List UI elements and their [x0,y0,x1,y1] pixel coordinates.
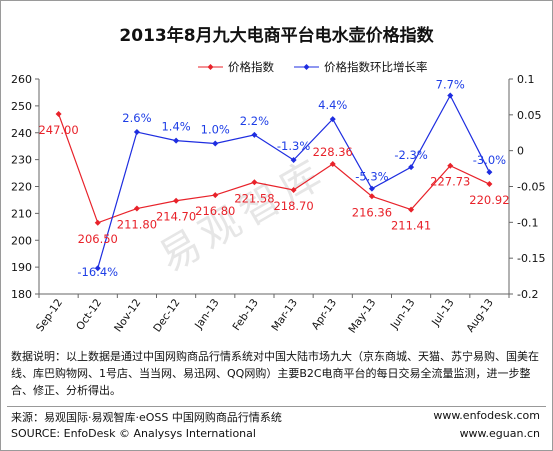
x-tick-label: Jun-13 [388,297,418,332]
data-label-index: 216.80 [195,204,235,218]
data-label-index: 228.36 [313,145,353,159]
data-label-index: 206.50 [78,232,118,246]
data-label-index: 220.92 [469,193,509,207]
chart-legend: 价格指数 价格指数环比增长率 [198,60,428,74]
data-point-index [447,162,454,169]
data-point-index [173,197,180,204]
data-point-index [212,192,219,199]
data-label-index: 211.41 [391,219,431,233]
y-right-tick-label: 0 [517,145,524,158]
y-left-tick-label: 180 [11,288,32,301]
x-tick-label: Jul-13 [429,297,457,329]
x-tick-label: Apr-13 [309,297,339,332]
data-point-growth [94,265,101,272]
x-tick-label: May-13 [346,297,378,336]
legend-label-growth: 价格指数环比增长率 [324,60,428,74]
data-label-growth: -16.4% [77,265,118,279]
x-tick-label: Jan-13 [192,297,222,332]
x-tick-label: Oct-12 [74,297,104,333]
data-label-growth: -1.3% [277,139,310,153]
y-right-tick-label: -0.15 [517,252,545,265]
y-left-tick-label: 230 [11,154,32,167]
data-point-index [329,161,336,168]
x-tick-label: Mar-13 [269,297,300,334]
data-label-growth: -5.3% [355,170,388,184]
x-tick-label: Sep-12 [34,297,65,334]
legend-label-index: 价格指数 [228,60,274,74]
source-cn: 来源：易观国际·易观智库·eOSS 中国网购商品行情系统 [11,411,282,424]
data-point-index [94,219,101,226]
y-left-tick-label: 220 [11,181,32,194]
data-note: 数据说明：以上数据是通过中国网购商品行情系统对中国大陆市场九大（京东商城、天猫、… [11,350,539,397]
data-label-index: 227.73 [430,175,470,189]
chart-data-labels: 247.00 206.50211.80214.70216.80221.58218.… [38,77,509,279]
legend-marker-index [207,64,214,70]
data-point-index [486,181,493,188]
data-point-growth [290,156,297,163]
data-label-index: 214.70 [156,210,196,224]
data-point-growth [173,137,180,144]
data-point-index [290,186,297,193]
series-line-index [58,113,490,224]
data-point-growth [408,164,415,171]
y-left-tick-label: 250 [11,100,32,113]
x-tick-label: Feb-13 [231,297,261,333]
data-label-index: 247.00 [38,123,78,137]
data-label-index: 221.58 [234,191,274,205]
data-label-growth: 2.6% [122,111,151,125]
y-right-tick-label: -0.1 [517,216,538,229]
legend-marker-growth [303,64,310,70]
y-right-tick-label: -0.2 [517,288,538,301]
chart-svg: 180 190 200 210 220 230 240 250 260 -0.2 -0.15 -0.1… [11,60,545,336]
y-left-tick-label: 240 [11,127,32,140]
data-label-growth: -3.0% [473,153,506,167]
source-en: SOURCE: EnfoDesk © Analysys Internationa… [11,427,256,440]
y-left-tick-label: 260 [11,73,32,86]
data-label-growth: 1.4% [161,120,190,134]
data-point-index [408,206,415,213]
y-right-tick-label: -0.05 [517,181,545,194]
data-point-growth [329,116,336,123]
data-label-index: 218.70 [273,199,313,213]
data-point-index [55,110,62,117]
y-left-tick-label: 190 [11,261,32,274]
chart-title: 2013年8月九大电商平台电水壶价格指数 [119,26,434,46]
x-tick-label: Nov-12 [112,297,143,334]
x-tick-label: Aug-13 [464,297,495,335]
data-label-growth: 7.7% [436,77,465,91]
data-label-growth: -2.3% [394,148,427,162]
chart-lines [55,92,493,272]
y-left-tick-label: 200 [11,234,32,247]
data-point-index [251,179,258,186]
url-eguan: www.eguan.cn [459,427,540,440]
data-label-growth: 4.4% [318,98,347,112]
data-point-growth [486,169,493,176]
data-point-index [133,205,140,212]
data-point-growth [368,185,375,192]
data-point-growth [133,129,140,136]
data-label-growth: 1.0% [201,123,230,137]
data-label-growth: 2.2% [240,114,269,128]
data-point-growth [447,92,454,99]
y-right-tick-label: 0.05 [517,109,542,122]
data-label-index: 216.36 [352,205,392,219]
y-left-tick-label: 210 [11,207,32,220]
url-enfodesk: www.enfodesk.com [433,409,540,422]
data-point-index [368,193,375,200]
footer-divider [7,406,546,407]
data-point-growth [251,131,258,138]
y-right-tick-label: 0.1 [517,73,535,86]
x-tick-label: Dec-12 [151,297,182,335]
data-label-index: 211.80 [117,218,157,232]
data-point-growth [212,140,219,147]
